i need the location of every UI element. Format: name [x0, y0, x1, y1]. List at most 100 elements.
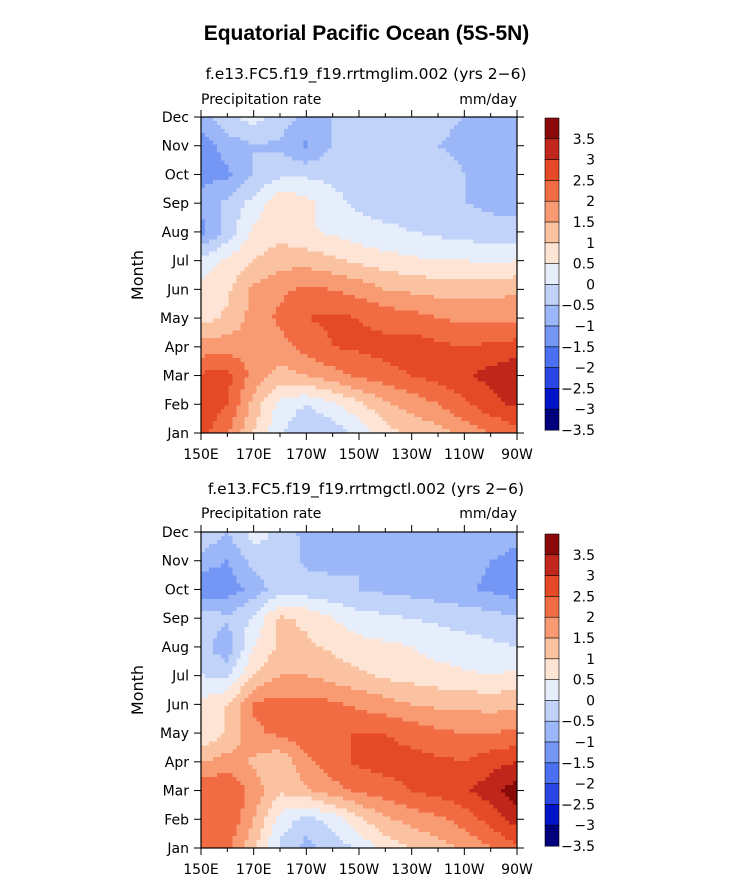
contour-cell	[315, 350, 321, 355]
contour-cell	[509, 223, 514, 229]
contour-cell	[509, 231, 514, 237]
contour-cell	[299, 117, 305, 122]
contour-cell	[426, 196, 431, 201]
contour-cell	[280, 136, 285, 142]
contour-cell	[355, 156, 360, 162]
contour-cell	[453, 290, 459, 296]
contour-cell	[418, 215, 423, 221]
contour-cell	[434, 263, 439, 268]
contour-cell	[390, 275, 396, 280]
contour-cell	[493, 160, 498, 165]
contour-cell	[386, 290, 392, 296]
contour-cell	[374, 267, 380, 272]
contour-cell	[382, 271, 388, 276]
contour-cell	[489, 184, 494, 189]
contour-cell	[445, 227, 451, 233]
contour-cell	[513, 128, 518, 134]
contour-cell	[394, 290, 400, 296]
contour-cell	[382, 275, 388, 280]
contour-cell	[319, 267, 325, 272]
contour-cell	[224, 282, 230, 288]
contour-cell	[256, 247, 261, 252]
contour-cell	[212, 263, 218, 268]
contour-cell	[335, 255, 340, 260]
contour-cell	[485, 117, 490, 122]
contour-cell	[390, 318, 396, 323]
contour-cell	[434, 298, 439, 304]
contour-cell	[307, 219, 313, 225]
contour-cell	[339, 298, 344, 304]
contour-cell	[216, 322, 222, 327]
contour-cell	[335, 338, 340, 343]
contour-cell	[422, 239, 427, 244]
contour-cell	[382, 207, 388, 213]
contour-cell	[509, 251, 514, 256]
contour-cell	[402, 192, 407, 197]
contour-cell	[256, 275, 261, 280]
contour-cell	[216, 278, 222, 284]
contour-cell	[398, 199, 404, 205]
contour-cell	[260, 346, 265, 351]
contour-cell	[513, 188, 518, 193]
contour-cell	[422, 255, 427, 260]
contour-cell	[382, 251, 388, 256]
contour-cell	[315, 243, 321, 248]
panel-title: f.e13.FC5.f19_f19.rrtmglim.002 (yrs 2−6)	[206, 65, 527, 84]
contour-cell	[339, 278, 344, 284]
contour-cell	[248, 156, 253, 162]
contour-cell	[505, 128, 510, 134]
contour-cell	[406, 263, 411, 268]
contour-cell	[208, 251, 214, 256]
contour-cell	[204, 136, 210, 142]
contour-cell	[287, 263, 293, 268]
contour-cell	[422, 318, 427, 323]
contour-cell	[355, 128, 360, 134]
contour-cell	[441, 164, 447, 169]
contour-cell	[260, 282, 265, 288]
contour-cell	[204, 294, 210, 300]
contour-cell	[287, 361, 293, 367]
contour-cell	[465, 132, 471, 138]
contour-cell	[438, 180, 443, 185]
contour-cell	[355, 330, 360, 335]
contour-cell	[481, 310, 486, 316]
contour-cell	[220, 342, 226, 347]
contour-cell	[287, 310, 293, 316]
contour-cell	[362, 330, 368, 335]
contour-cell	[390, 286, 396, 292]
contour-cell	[497, 326, 502, 331]
contour-cell	[276, 357, 281, 363]
contour-cell	[216, 235, 222, 241]
contour-cell	[513, 219, 518, 225]
contour-cell	[331, 164, 336, 169]
contour-cell	[280, 140, 285, 146]
contour-cell	[291, 255, 297, 260]
contour-cell	[355, 140, 360, 146]
contour-cell	[418, 188, 423, 193]
contour-cell	[212, 172, 218, 177]
contour-cell	[445, 168, 451, 173]
contour-cell	[291, 152, 297, 158]
contour-cell	[201, 330, 206, 335]
contour-cell	[244, 282, 249, 288]
contour-cell	[232, 282, 238, 288]
contour-cell	[366, 120, 372, 126]
contour-cell	[445, 271, 451, 276]
contour-cell	[485, 211, 490, 217]
contour-cell	[256, 350, 261, 355]
contour-cell	[208, 278, 214, 284]
contour-cell	[232, 219, 238, 225]
contour-cell	[477, 215, 483, 221]
contour-cell	[201, 259, 206, 264]
contour-cell	[497, 357, 502, 363]
contour-cell	[347, 239, 352, 244]
contour-cell	[347, 207, 352, 213]
contour-cell	[295, 188, 301, 193]
contour-cell	[212, 207, 218, 213]
contour-cell	[355, 259, 360, 264]
contour-cell	[248, 203, 253, 209]
contour-cell	[378, 188, 384, 193]
contour-cell	[260, 239, 265, 244]
contour-cell	[374, 196, 380, 201]
contour-cell	[426, 239, 431, 244]
